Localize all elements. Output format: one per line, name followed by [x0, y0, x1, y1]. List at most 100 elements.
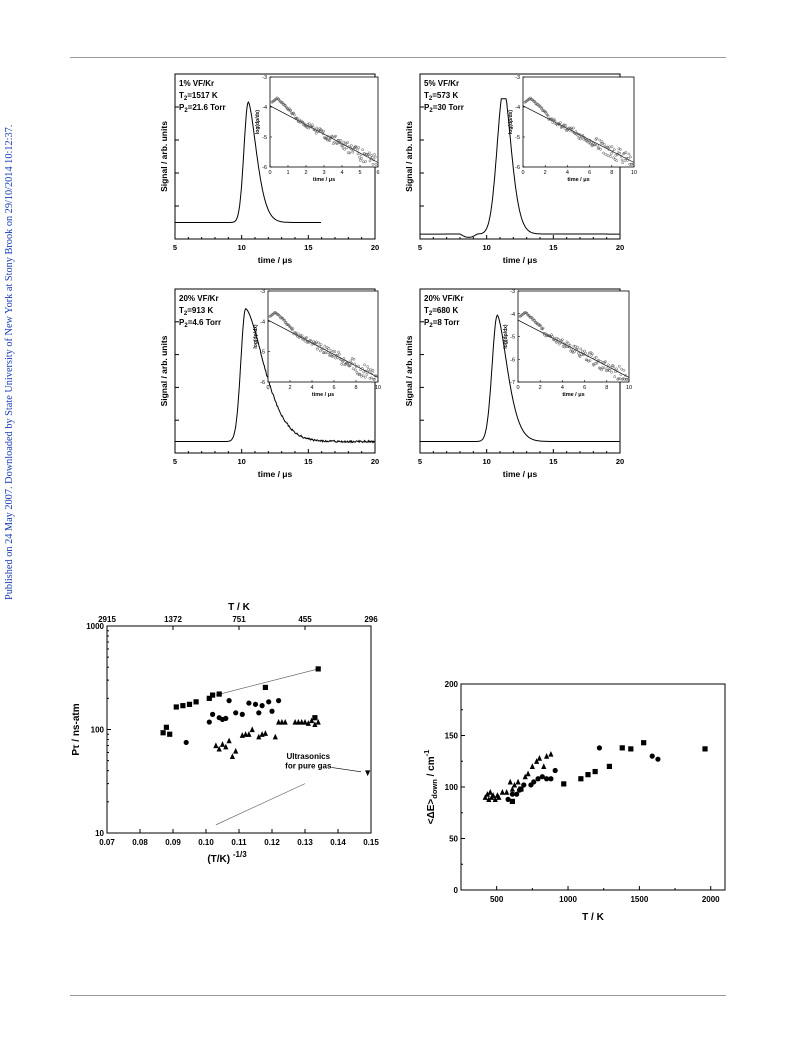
- panel-label-temperature: T2=680 K: [424, 306, 458, 317]
- chart2-frame: [461, 684, 725, 890]
- chart1-point: [250, 726, 255, 732]
- inset-x-tick-label: 4: [566, 170, 569, 176]
- chart1-point: [269, 709, 274, 714]
- chart1-point: [263, 685, 268, 690]
- inset-y-tick-label: -4: [515, 105, 520, 111]
- panel-label-temperature: T2=1517 K: [179, 91, 218, 102]
- chart1-y-tick-label: 10: [95, 829, 104, 838]
- inset-x-tick-label: 8: [610, 170, 613, 176]
- chart2-point: [488, 789, 493, 795]
- chart2-point: [544, 753, 549, 759]
- inset-y-tick-label: -6: [262, 165, 267, 171]
- chart1-series-square: [161, 666, 321, 737]
- inset-y-label: log(dρ/dx): [253, 324, 259, 349]
- chart2-point: [508, 779, 513, 785]
- chart2-point: [655, 757, 660, 762]
- chart1-point: [253, 702, 258, 707]
- x-tick-label: 15: [304, 243, 312, 252]
- x-tick-label: 5: [173, 457, 177, 466]
- x-tick-label: 10: [237, 243, 245, 252]
- inset-x-tick-label: 8: [354, 385, 357, 391]
- panel-label-mixture: 1% VF/Kr: [179, 79, 214, 88]
- chart2-y-tick-label: 200: [445, 680, 459, 689]
- signal-y-label: Signal / arb. units: [159, 121, 169, 192]
- signal-y-label: Signal / arb. units: [404, 335, 414, 406]
- panel-label-pressure: P2=4.6 Torr: [179, 318, 221, 329]
- inset-x-tick-label: 5: [358, 170, 361, 176]
- panel-label-pressure: P2=8 Torr: [424, 318, 459, 329]
- chart2-x-tick-label: 2000: [702, 895, 720, 904]
- chart1-x-tick-label: 0.12: [264, 838, 280, 847]
- signal-x-label: time / μs: [258, 469, 293, 479]
- chart2-point: [541, 763, 546, 769]
- inset-x-tick-label: 0: [516, 385, 519, 391]
- chart1-point: [263, 730, 268, 736]
- chart1-top-axis-label: T / K: [228, 602, 250, 613]
- chart1-point: [223, 716, 228, 721]
- chart2-point: [585, 772, 590, 777]
- chart1-point: [273, 734, 278, 740]
- inset-x-tick-label: 4: [310, 385, 313, 391]
- chart1-top-tick-label: 1372: [164, 615, 182, 624]
- chart2-point: [537, 755, 542, 761]
- chart1-point: [260, 703, 265, 708]
- inset-y-tick-label: -4: [262, 105, 267, 111]
- inset-x-tick-label: 2: [304, 170, 307, 176]
- inset-x-tick-label: 4: [561, 385, 564, 391]
- chart1-x-tick-label: 0.09: [165, 838, 181, 847]
- chart1-x-tick-label: 0.14: [330, 838, 346, 847]
- chart2-y-tick-label: 100: [445, 783, 459, 792]
- inset-y-tick-label: -3: [510, 289, 515, 295]
- panel-label-mixture: 5% VF/Kr: [424, 79, 459, 88]
- chart1-point: [316, 666, 321, 671]
- panel-label-pressure: P2=21.6 Torr: [179, 103, 226, 114]
- chart1-point: [240, 712, 245, 717]
- chart1-point: [194, 699, 199, 704]
- chart1-point: [207, 719, 212, 724]
- signal-x-label: time / μs: [503, 255, 538, 265]
- inset-x-label: time / μs: [567, 177, 589, 183]
- x-tick-label: 20: [616, 457, 624, 466]
- inset-y-label: log(dρ/dx): [503, 324, 509, 349]
- inset-y-tick-label: -5: [510, 335, 515, 341]
- inset-x-tick-label: 10: [631, 170, 637, 176]
- inset-y-tick-label: -7: [510, 380, 515, 386]
- chart1-series-triangle-down: [365, 770, 370, 776]
- chart1-top-tick-label: 455: [298, 615, 312, 624]
- chart1-frame: [107, 626, 371, 833]
- chart1-point: [233, 710, 238, 715]
- chart2-point: [518, 786, 523, 791]
- chart1-annotation-arrow: [331, 767, 361, 771]
- chart1-guide-line-lower: [216, 784, 305, 825]
- chart1-point: [210, 692, 215, 697]
- inset-x-tick-label: 10: [375, 385, 381, 391]
- inset-x-tick-label: 10: [626, 385, 632, 391]
- signal-x-label: time / μs: [503, 469, 538, 479]
- chart2-point: [641, 740, 646, 745]
- chart1-point: [283, 719, 288, 725]
- chart2-x-label: T / K: [582, 912, 604, 923]
- chart1-annotation-line1: Ultrasonics: [287, 752, 331, 761]
- signal-y-label: Signal / arb. units: [159, 335, 169, 406]
- inset-y-tick-label: -5: [260, 350, 265, 356]
- inset-x-tick-label: 0: [266, 385, 269, 391]
- inset-frame: [268, 291, 378, 382]
- chart1-point: [167, 732, 172, 737]
- chart1-point: [187, 702, 192, 707]
- chart1-top-tick-label: 2915: [98, 615, 116, 624]
- chart1-point: [164, 725, 169, 730]
- inset-y-tick-label: -6: [260, 380, 265, 386]
- chart2-y-tick-label: 50: [449, 835, 458, 844]
- inset-y-tick-label: -4: [260, 319, 265, 325]
- x-tick-label: 15: [549, 243, 557, 252]
- chart1-point: [365, 770, 370, 776]
- inset-x-tick-label: 2: [544, 170, 547, 176]
- chart1-x-tick-label: 0.15: [363, 838, 379, 847]
- chart2-point: [548, 776, 553, 781]
- chart2-y-label: <ΔE>down / cm-1: [422, 750, 439, 825]
- panel-label-mixture: 20% VF/Kr: [424, 294, 464, 303]
- inset-x-tick-label: 1: [286, 170, 289, 176]
- chart2-point: [504, 789, 509, 795]
- panel-label-pressure: P2=30 Torr: [424, 103, 464, 114]
